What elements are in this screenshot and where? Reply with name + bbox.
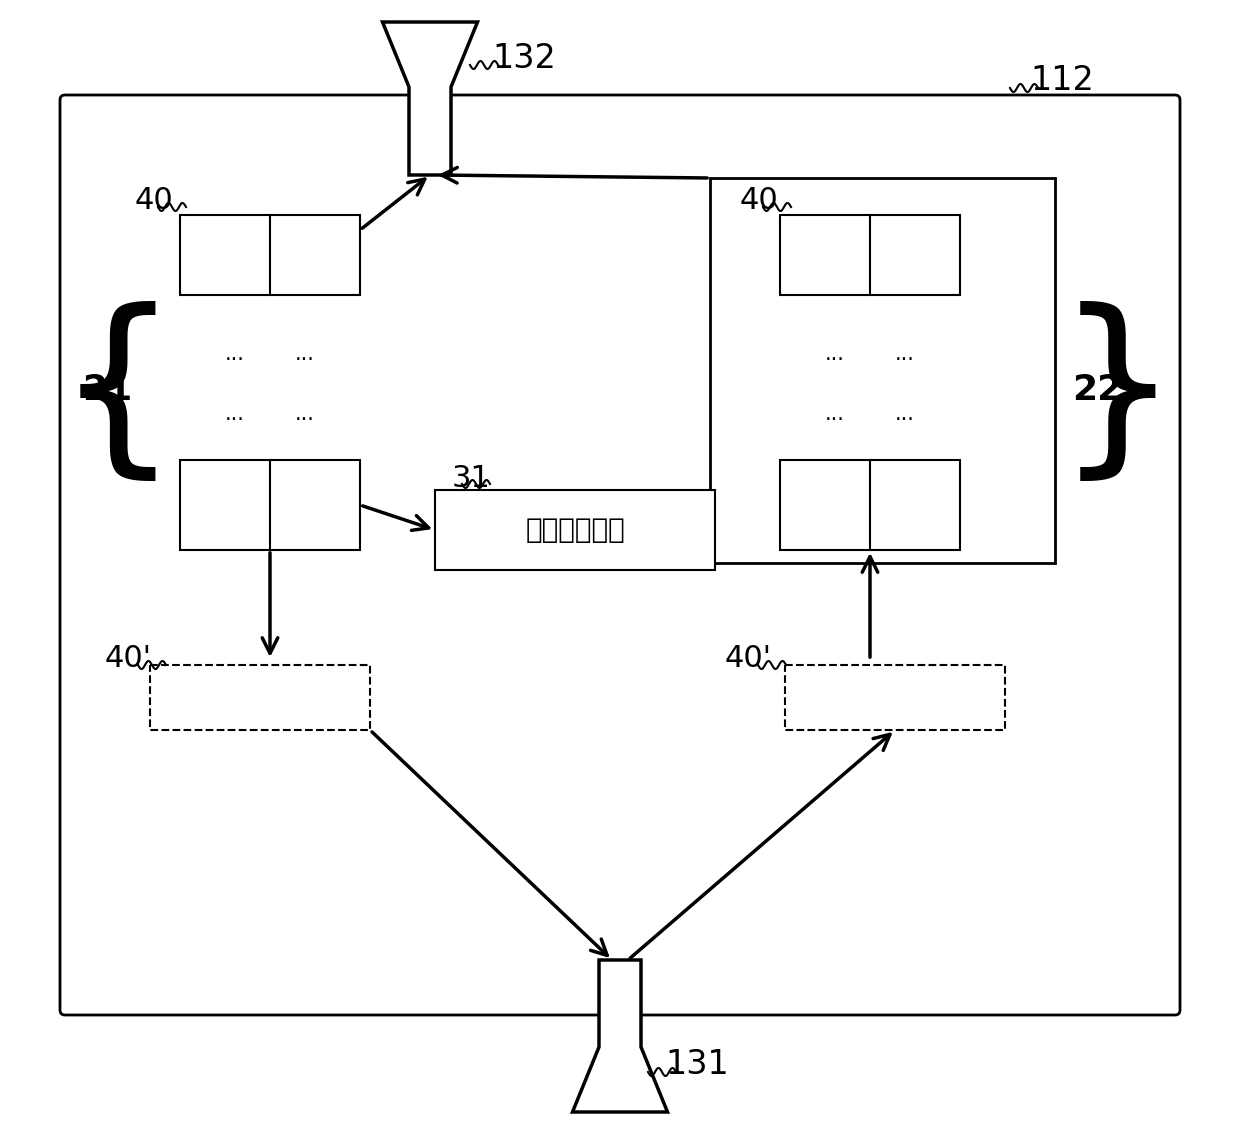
Text: 流控以太报文: 流控以太报文 (525, 516, 625, 544)
Text: 112: 112 (1030, 64, 1094, 97)
Text: ···: ··· (226, 350, 246, 370)
Text: 40': 40' (105, 643, 153, 673)
Text: ···: ··· (825, 350, 844, 370)
Text: 131: 131 (665, 1049, 729, 1081)
Bar (785, 665, 1004, 730)
Bar (435, 490, 715, 570)
Text: 22: 22 (1073, 373, 1122, 407)
Text: 40: 40 (135, 185, 174, 215)
Text: ···: ··· (226, 410, 246, 431)
Text: 40': 40' (725, 643, 773, 673)
Polygon shape (573, 960, 667, 1112)
Bar (711, 178, 1055, 563)
Text: ···: ··· (295, 350, 315, 370)
Text: 132: 132 (492, 42, 556, 75)
Bar (180, 215, 360, 295)
Bar (150, 665, 370, 730)
Text: ···: ··· (825, 410, 844, 431)
Bar (780, 215, 960, 295)
Text: ···: ··· (895, 350, 915, 370)
Text: {: { (56, 301, 180, 488)
Text: 31: 31 (453, 463, 491, 493)
Bar (180, 460, 360, 550)
Text: ···: ··· (895, 410, 915, 431)
Polygon shape (382, 22, 477, 175)
Text: }: } (1056, 301, 1180, 488)
FancyBboxPatch shape (60, 95, 1180, 1014)
Text: 21: 21 (82, 373, 133, 407)
Bar (780, 460, 960, 550)
Text: ···: ··· (295, 410, 315, 431)
Text: 40: 40 (740, 185, 779, 215)
